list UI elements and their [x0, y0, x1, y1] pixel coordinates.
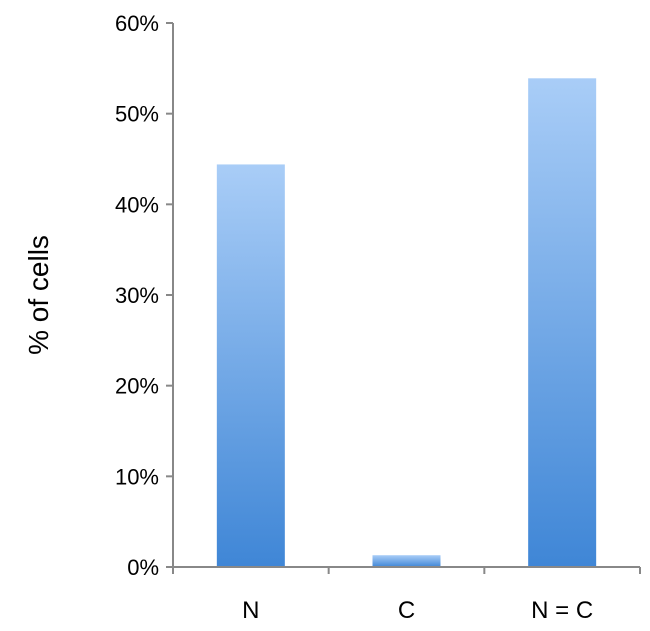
y-tick-label: 50% [115, 102, 159, 127]
y-tick-label: 10% [115, 464, 159, 489]
y-axis-title: % of cells [23, 235, 54, 355]
x-category-label: N = C [531, 597, 593, 624]
bar-n-c [528, 78, 597, 567]
x-category-label: C [398, 597, 415, 624]
x-category-label: N [242, 597, 259, 624]
y-tick-label: 20% [115, 374, 159, 399]
bar-c [372, 555, 441, 567]
y-tick-label: 40% [115, 192, 159, 217]
y-tick-label: 60% [115, 11, 159, 36]
bars [216, 78, 597, 567]
x-axis-ticks: N C N = C [172, 567, 641, 624]
y-tick-label: 0% [127, 555, 159, 580]
bar-n [216, 164, 285, 567]
y-axis-ticks: 0% 10% 20% 30% 40% 50% 60% [115, 11, 173, 580]
y-tick-label: 30% [115, 283, 159, 308]
